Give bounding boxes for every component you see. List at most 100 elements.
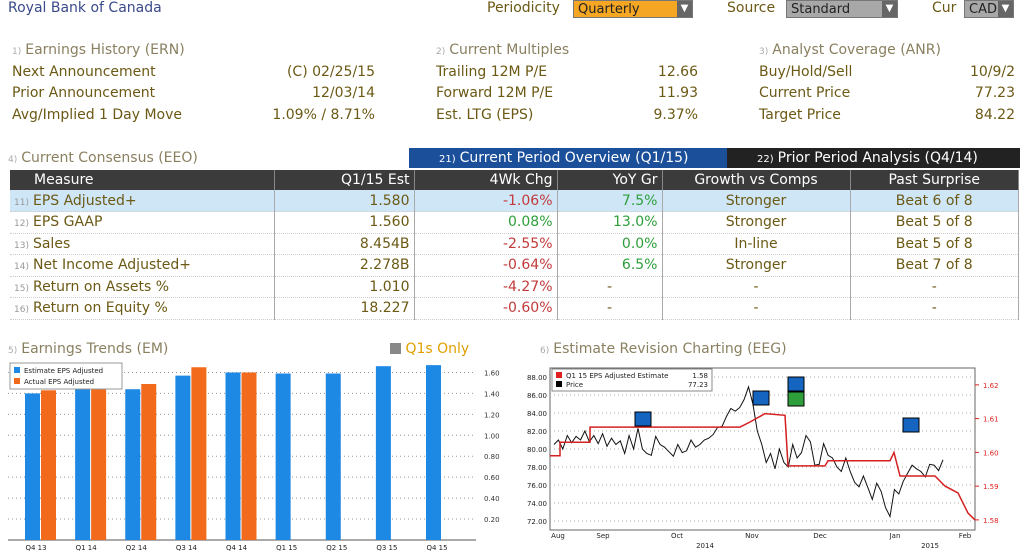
growth-vs-comps-cell: Stronger (662, 254, 851, 277)
buy-hold-sell-label: Buy/Hold/Sell (759, 64, 853, 80)
section-title: Current Consensus (EEO) (21, 150, 198, 166)
yoy-gr-cell: - (557, 276, 663, 298)
prior-announcement-label: Prior Announcement (12, 85, 156, 101)
table-row[interactable]: 11) EPS Adjusted+ 1.580 -1.06% 7.5% Stronger B… (10, 190, 1019, 212)
current-price-value: 77.23 (974, 85, 1015, 101)
measure-cell: 11) EPS Adjusted+ (10, 190, 275, 212)
x-tick-label: Q2 14 (126, 544, 148, 552)
source-value: Standard (791, 2, 851, 17)
event-marker-icon (787, 391, 805, 407)
yoy-gr-cell: 6.5% (557, 254, 663, 277)
4wk-chg-cell: -2.55% (414, 233, 558, 255)
table-row[interactable]: 12) EPS GAAP 1.560 0.08% 13.0% Stronger Beat 5… (10, 211, 1019, 234)
bar-estimate (225, 372, 241, 540)
analyst-coverage-header[interactable]: 3) Analyst Coverage (ANR) (759, 42, 941, 58)
estimate-cell: 18.227 (274, 297, 415, 320)
price-line (553, 385, 944, 519)
measure-cell: 14) Net Income Adjusted+ (10, 254, 275, 277)
estimate-revision-header[interactable]: 6) Estimate Revision Charting (EEG) (540, 341, 787, 357)
estimate-revision-chart: 72.00 74.00 76.00 78.00 80.00 82.00 84.00 86.00… (527, 367, 999, 550)
legend-value: 1.58 (692, 372, 708, 380)
table-row[interactable]: 13) Sales 8.454B -2.55% 0.0% In-line Beat 5 of… (10, 233, 1019, 255)
earnings-trends-header[interactable]: 5) Earnings Trends (EM) (8, 341, 168, 357)
periodicity-label: Periodicity (487, 0, 560, 16)
growth-vs-comps-cell: - (662, 276, 851, 298)
4wk-chg-cell: -0.64% (414, 254, 558, 277)
day-move-value: 1.09% / 8.71% (272, 107, 375, 123)
right-tick-label: 1.59 (983, 483, 999, 491)
row-number: 13) (14, 240, 29, 251)
current-consensus-header[interactable]: 4) Current Consensus (EEO) (8, 150, 198, 166)
4wk-chg-cell: -0.60% (414, 297, 558, 320)
y-tick-label: 0.60 (484, 474, 500, 482)
current-multiples-header[interactable]: 2) Current Multiples (436, 42, 569, 58)
yoy-gr-cell: 0.0% (557, 233, 663, 255)
growth-vs-comps-cell: - (662, 297, 851, 320)
measure-cell: 12) EPS GAAP (10, 211, 275, 234)
currency-value: CAD (969, 2, 997, 17)
earnings-history-header[interactable]: 1) Earnings History (ERN) (12, 42, 185, 58)
col-growth-vs-comps[interactable]: Growth vs Comps (662, 170, 851, 190)
y-tick-label: 1.00 (484, 432, 500, 440)
bar-estimate (75, 388, 91, 540)
source-select[interactable]: Standard ▼ (786, 0, 898, 18)
row-number: 16) (14, 305, 29, 316)
currency-select[interactable]: CAD ▼ (964, 0, 1014, 18)
measure-name: Net Income Adjusted+ (32, 257, 191, 274)
estimate-cell: 1.560 (274, 211, 415, 234)
left-tick-label: 74.00 (527, 500, 547, 508)
row-number: 12) (14, 219, 29, 230)
col-yoy-gr[interactable]: YoY Gr (557, 170, 663, 190)
yoy-gr-cell: - (557, 297, 663, 320)
chevron-down-icon: ▼ (882, 1, 897, 17)
table-row[interactable]: 14) Net Income Adjusted+ 2.278B -0.64% 6.5% S… (10, 254, 1019, 277)
legend-box (551, 368, 713, 392)
section-number: 4) (8, 155, 18, 165)
legend-value: 77.23 (688, 381, 708, 389)
section-title: Earnings History (ERN) (25, 42, 185, 58)
periodicity-select[interactable]: Quarterly ▼ (573, 0, 693, 18)
bar-actual (91, 385, 107, 540)
x-tick-label: Q1 14 (76, 544, 98, 552)
table-row[interactable]: 15) Return on Assets % 1.010 -4.27% - - - (10, 276, 1019, 298)
target-price-value: 84.22 (974, 107, 1015, 123)
table-row[interactable]: 16) Return on Equity % 18.227 -0.60% - - - (10, 297, 1019, 320)
col-4wk-chg[interactable]: 4Wk Chg (414, 170, 558, 190)
growth-vs-comps-cell: In-line (662, 233, 851, 255)
col-estimate[interactable]: Q1/15 Est (274, 170, 415, 190)
col-measure[interactable]: Measure (10, 170, 275, 190)
q1s-only-toggle[interactable]: Q1s Only (390, 341, 469, 357)
measure-cell: 13) Sales (10, 233, 275, 255)
y-tick-label: 1.40 (484, 390, 500, 398)
checkbox-icon (390, 343, 401, 354)
consensus-table: Measure Q1/15 Est 4Wk Chg YoY Gr Growth … (10, 170, 1019, 320)
tab-current-period[interactable]: 21) Current Period Overview (Q1/15) (409, 148, 727, 168)
section-number: 3) (759, 47, 769, 57)
security-title: Royal Bank of Canada (8, 0, 162, 16)
row-number: 14) (14, 262, 29, 273)
tab-number: 21) (439, 154, 456, 165)
right-tick-label: 1.58 (983, 517, 999, 525)
past-surprise-cell: - (850, 297, 1019, 320)
legend-label: Q1 15 EPS Adjusted Estimate (566, 372, 668, 380)
x-month-label: Oct (671, 532, 683, 540)
section-title: Earnings Trends (EM) (21, 341, 169, 357)
tab-prior-period[interactable]: 22) Prior Period Analysis (Q4/14) (727, 148, 1020, 168)
estimate-cell: 8.454B (274, 233, 415, 255)
source-label: Source (727, 0, 776, 16)
4wk-chg-cell: -4.27% (414, 276, 558, 298)
legend-label: Estimate EPS Adjusted (24, 367, 103, 375)
col-past-surprise[interactable]: Past Surprise (850, 170, 1019, 190)
section-title: Analyst Coverage (ANR) (772, 42, 941, 58)
prior-announcement-value: 12/03/14 (312, 85, 375, 101)
x-tick-label: Q4 13 (25, 544, 46, 552)
y-tick-label: 0.40 (484, 495, 500, 503)
x-tick-label: Q3 15 (376, 544, 397, 552)
legend-label: Actual EPS Adjusted (24, 378, 94, 386)
bar-estimate (325, 373, 341, 540)
4wk-chg-cell: 0.08% (414, 211, 558, 234)
section-number: 2) (436, 47, 446, 57)
event-marker-icon (752, 390, 770, 406)
right-tick-label: 1.61 (983, 416, 999, 424)
past-surprise-cell: Beat 5 of 8 (850, 233, 1019, 255)
